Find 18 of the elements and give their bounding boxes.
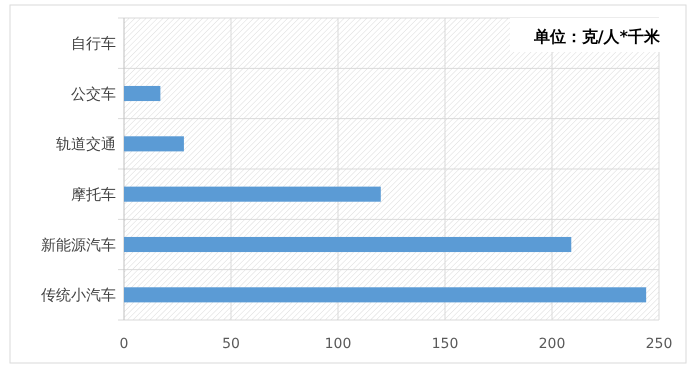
y-tick-label: 新能源汽车 [41,236,116,254]
bar [124,136,184,152]
x-tick-label: 250 [646,336,672,352]
bar [124,186,381,202]
y-tick-label: 轨道交通 [56,135,116,154]
y-tick-label: 传统小汽车 [41,286,116,304]
bar [124,86,160,102]
bar [124,287,646,302]
bar [124,236,572,252]
x-tick-label: 50 [222,336,240,352]
y-tick-label: 摩托车 [71,185,116,204]
x-tick-label: 150 [432,336,458,352]
y-tick-label: 公交车 [71,84,116,103]
y-tick-label: 自行车 [71,34,116,52]
x-tick-label: 100 [324,336,352,352]
x-tick-label: 0 [120,336,128,352]
x-tick-label: 200 [538,336,566,352]
annotation: 单位：克/人*千米 [532,27,661,46]
